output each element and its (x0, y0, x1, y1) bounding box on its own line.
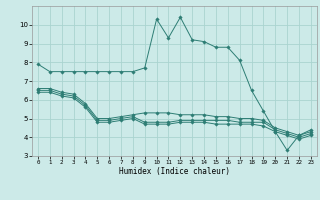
X-axis label: Humidex (Indice chaleur): Humidex (Indice chaleur) (119, 167, 230, 176)
